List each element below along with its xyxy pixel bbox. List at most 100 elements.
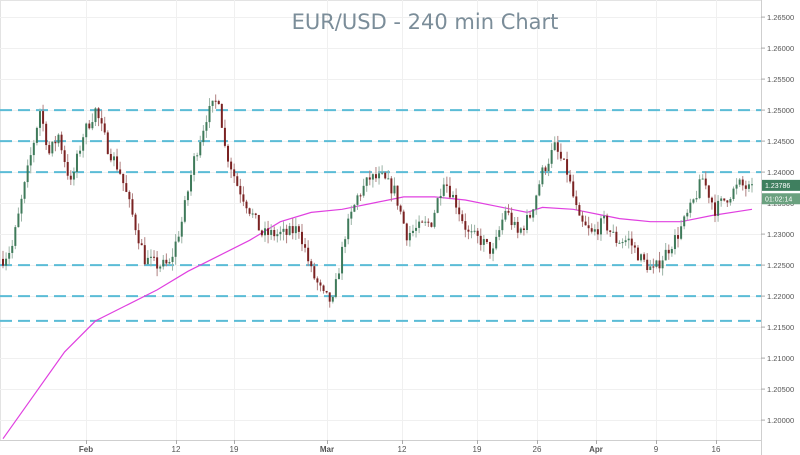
x-tick-label: 19 [230, 445, 239, 454]
candle-body [48, 145, 51, 154]
candle-body [387, 178, 390, 180]
candle-body [267, 228, 270, 235]
candle-body [442, 184, 445, 196]
candle-body [710, 197, 713, 203]
candle-body [291, 226, 294, 234]
price-badge-label: 01:02:14 [765, 196, 792, 203]
candle-body [525, 215, 528, 231]
price-badge [762, 179, 800, 191]
candle-body [82, 137, 85, 151]
candle-body [125, 183, 128, 192]
candle-body [239, 185, 242, 195]
candle-body [630, 238, 633, 246]
candle-body [119, 169, 122, 174]
candle-body [313, 266, 316, 279]
candle-body [85, 123, 88, 138]
candle-body [732, 188, 735, 199]
candle-body [547, 163, 550, 172]
candle-body [529, 215, 532, 218]
candle-body [29, 155, 32, 166]
candle-body [362, 185, 365, 196]
candle-body [60, 134, 63, 151]
candle-body [424, 221, 427, 223]
candle-body [273, 229, 276, 237]
candle-body [297, 226, 300, 232]
y-tick-label: 1.20500 [767, 385, 794, 394]
candle-body [54, 141, 57, 144]
candle-body [294, 226, 297, 234]
candle-body [205, 122, 208, 131]
candle-body [744, 185, 747, 189]
candle-body [97, 108, 100, 119]
candle-body [45, 123, 48, 146]
candle-body [131, 199, 134, 215]
candle-body [393, 185, 396, 194]
candle-body [544, 167, 547, 172]
candle-body [559, 151, 562, 159]
y-tick-label: 1.24000 [767, 168, 794, 177]
candle-body [510, 212, 513, 226]
candle-body [353, 204, 356, 212]
candle-body [473, 230, 476, 232]
y-tick-label: 1.22000 [767, 292, 794, 301]
candle-body [23, 182, 26, 199]
candle-body [439, 195, 442, 199]
candle-body [643, 254, 646, 260]
candle-body [677, 235, 680, 239]
candle-body [137, 230, 140, 244]
candle-body [156, 257, 159, 269]
candle-body [257, 214, 260, 231]
candle-body [162, 259, 165, 267]
candle-body [538, 184, 541, 196]
price-badge [762, 193, 800, 205]
moving-average [2, 196, 753, 440]
candle-body [8, 252, 11, 259]
candle-body [464, 221, 467, 230]
candle-body [596, 229, 599, 235]
candle-body [664, 249, 667, 261]
grid [0, 0, 762, 455]
candle-body [489, 242, 492, 254]
candle-body [72, 171, 75, 180]
candle-body [390, 178, 393, 194]
candle-body [368, 177, 371, 180]
x-tick-label: 16 [712, 445, 721, 454]
candle-body [32, 142, 35, 156]
candle-body [714, 202, 717, 216]
candle-body [519, 228, 522, 233]
candle-body [186, 191, 189, 201]
y-tick-label: 1.25000 [767, 106, 794, 115]
x-tick-label: 9 [654, 445, 659, 454]
candle-body [384, 172, 387, 179]
plot-border [0, 0, 762, 441]
price-badges: 1.23786 01:02:14 [762, 179, 800, 205]
candle-body [116, 156, 119, 170]
y-tick-label: 1.26000 [767, 44, 794, 53]
candle-body [640, 254, 643, 261]
candle-body [199, 142, 202, 156]
candle-body [38, 111, 41, 128]
candle-body [276, 234, 279, 237]
candle-body [17, 213, 20, 228]
x-tick-label: Mar [320, 445, 334, 454]
candle-body [612, 231, 615, 233]
candle-body [128, 191, 131, 200]
candle-body [704, 178, 707, 186]
y-tick-label: 1.20000 [767, 416, 794, 425]
x-tick-label: 12 [172, 445, 181, 454]
candle-body [476, 230, 479, 236]
candle-body [270, 229, 273, 235]
candle-body [655, 260, 658, 267]
candle-body [707, 185, 710, 198]
candle-body [245, 201, 248, 209]
candle-body [717, 200, 720, 216]
candle-body [747, 184, 750, 189]
candle-body [143, 245, 146, 265]
x-axis: Feb 12 19 Mar 12 19 26 Apr 9 16 [79, 440, 721, 454]
candle-body [658, 260, 661, 269]
candle-body [211, 100, 214, 106]
candle-body [42, 111, 45, 124]
candle-body [227, 145, 230, 162]
